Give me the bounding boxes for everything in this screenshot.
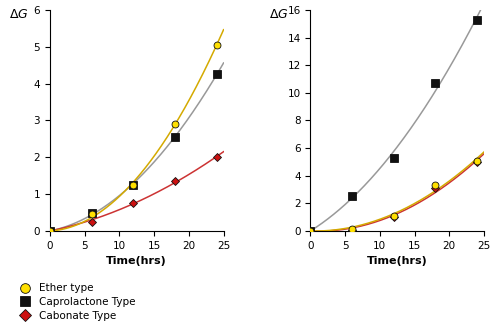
- X-axis label: Time(hrs): Time(hrs): [367, 256, 428, 266]
- Legend: Ether type, Caprolactone Type, Cabonate Type: Ether type, Caprolactone Type, Cabonate …: [10, 279, 140, 325]
- Y-axis label: $\Delta G$: $\Delta G$: [269, 8, 289, 21]
- Y-axis label: $\Delta G$: $\Delta G$: [9, 8, 28, 21]
- X-axis label: Time(hrs): Time(hrs): [106, 256, 167, 266]
